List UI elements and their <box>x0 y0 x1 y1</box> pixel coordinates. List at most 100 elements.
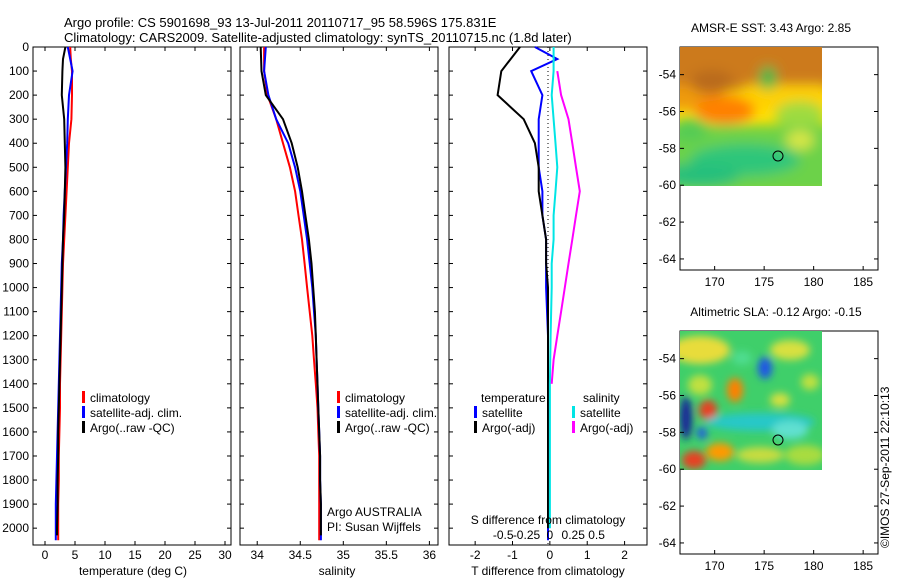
series-line <box>548 47 559 529</box>
lon-tick-label: 175 <box>754 275 774 289</box>
legend-label: Argo(..raw -QC) <box>345 421 430 435</box>
salinity-lines <box>259 46 322 541</box>
legend-label: Argo(-adj) <box>482 421 535 435</box>
lon-tick-label: 185 <box>853 275 873 289</box>
depth-tick-label: 800 <box>9 233 29 247</box>
x-tick-label: 0 <box>547 528 554 542</box>
sst-heatmap <box>680 47 822 186</box>
sla-heatmap <box>680 331 822 470</box>
legend-label: satellite-adj. clim. <box>90 406 182 420</box>
legend-label: Argo(-adj) <box>580 421 633 435</box>
lat-tick-label: -58 <box>659 425 677 439</box>
x-tick-label: -1 <box>507 548 518 562</box>
x-tick-label: -0.5 <box>493 528 514 542</box>
x-tick-label: 30 <box>218 548 232 562</box>
x-tick-label: -0.25 <box>513 528 541 542</box>
legend-swatch-satellite <box>82 406 85 418</box>
depth-tick-label: 600 <box>9 184 29 198</box>
depth-tick-label: 1100 <box>3 305 29 319</box>
depth-tick-label: 300 <box>9 112 29 126</box>
legend-swatch-argo <box>474 421 477 433</box>
depth-axis: 0 100 200 300 400 500 600 700 800 900 1000 1100 1200… <box>2 40 647 535</box>
legend-swatch-argo <box>572 421 575 433</box>
depth-tick-label: 2000 <box>2 521 29 535</box>
x-tick-label: 0.25 <box>562 528 586 542</box>
lat-tick-label: -64 <box>659 252 677 266</box>
legend-swatch-satellite <box>474 406 477 418</box>
lon-tick-label: 185 <box>853 559 873 573</box>
depth-tick-label: 100 <box>9 64 29 78</box>
salinity-panel-frame <box>239 46 439 546</box>
legend-label: satellite <box>482 406 523 420</box>
argo-program-label: Argo AUSTRALIA <box>327 505 422 519</box>
legend-label: satellite <box>580 406 621 420</box>
x-tick-label: -2 <box>470 548 481 562</box>
series-line <box>263 47 321 541</box>
lon-tick-label: 180 <box>804 559 824 573</box>
series-line <box>496 46 549 529</box>
x-tick-label: 2 <box>621 548 628 562</box>
depth-tick-label: 1700 <box>2 449 29 463</box>
temperature-lines <box>54 46 74 541</box>
legend-swatch-satellite <box>572 406 575 418</box>
x-tick-label: 34.5 <box>289 548 313 562</box>
x-tick-label: 1 <box>584 548 591 562</box>
legend-swatch-argo <box>82 421 85 433</box>
depth-tick-label: 1200 <box>2 329 29 343</box>
legend-swatch-climatology <box>337 391 340 403</box>
series-line <box>550 70 581 384</box>
temperature-axis-label: temperature (deg C) <box>79 564 187 578</box>
depth-tick-label: 700 <box>9 208 29 222</box>
lat-tick-label: -54 <box>659 352 677 366</box>
depth-tick-label: 1400 <box>2 377 29 391</box>
x-tick-label: 34 <box>251 548 265 562</box>
lon-tick-label: 170 <box>705 559 725 573</box>
sst-argo-marker <box>772 150 784 162</box>
legend-label: Argo(..raw -QC) <box>90 421 175 435</box>
x-tick-label: 20 <box>158 548 172 562</box>
x-tick-label: 36 <box>423 548 437 562</box>
temperature-legend: climatology satellite-adj. clim. Argo(..… <box>82 391 182 435</box>
difference-lines <box>496 46 581 541</box>
t-difference-axis-label: T difference from climatology <box>471 564 625 578</box>
lat-tick-label: -58 <box>659 141 677 155</box>
depth-tick-label: 1600 <box>2 425 29 439</box>
difference-legend-salinity: salinity satellite Argo(-adj) <box>572 391 633 435</box>
lat-tick-label: -64 <box>659 536 677 550</box>
x-tick-label: 5 <box>72 548 79 562</box>
lat-tick-label: -62 <box>659 499 677 513</box>
sla-map-title: Altimetric SLA: -0.12 Argo: -0.15 <box>690 305 862 319</box>
depth-tick-label: 0 <box>22 40 29 54</box>
salinity-axis-label: salinity <box>319 564 356 578</box>
legend-swatch-climatology <box>82 391 85 403</box>
temperature-panel-frame <box>32 46 232 546</box>
sla-argo-marker <box>772 434 784 446</box>
legend-label: climatology <box>345 391 405 405</box>
depth-tick-label: 200 <box>9 88 29 102</box>
legend-label: climatology <box>90 391 150 405</box>
sla-map-ticks: 170 175 180 185 -54 -56 -58 -60 -62 -64 <box>659 352 878 573</box>
sst-map-ticks: 170 175 180 185 -54 -56 -58 -60 -62 -64 <box>659 68 878 289</box>
depth-tick-label: 1000 <box>2 281 29 295</box>
x-tick-labels: 0 5 10 15 20 25 30 34 34.5 35 35.5 36 -2 -1 0 1 2 -0.5 -0.… <box>42 47 628 562</box>
lon-tick-label: 170 <box>705 275 725 289</box>
lat-tick-label: -54 <box>659 68 677 82</box>
x-tick-label: 35 <box>337 548 351 562</box>
depth-tick-label: 500 <box>9 160 29 174</box>
depth-tick-label: 400 <box>9 136 29 150</box>
x-tick-label: 0 <box>547 548 554 562</box>
legend-title: salinity <box>583 391 620 405</box>
salinity-legend: climatology satellite-adj. clim. Argo(..… <box>337 391 437 435</box>
sst-map-title: AMSR-E SST: 3.43 Argo: 2.85 <box>691 21 851 35</box>
lat-tick-label: -60 <box>659 462 677 476</box>
x-tick-label: 10 <box>98 548 112 562</box>
lat-tick-label: -56 <box>659 389 677 403</box>
legend-label: satellite-adj. clim. <box>345 406 437 420</box>
legend-swatch-satellite <box>337 406 340 418</box>
lon-tick-label: 180 <box>804 275 824 289</box>
lon-tick-label: 175 <box>754 559 774 573</box>
series-line <box>263 46 322 541</box>
s-difference-axis-label: S difference from climatology <box>471 513 626 527</box>
pi-label: PI: Susan Wijffels <box>327 520 421 534</box>
